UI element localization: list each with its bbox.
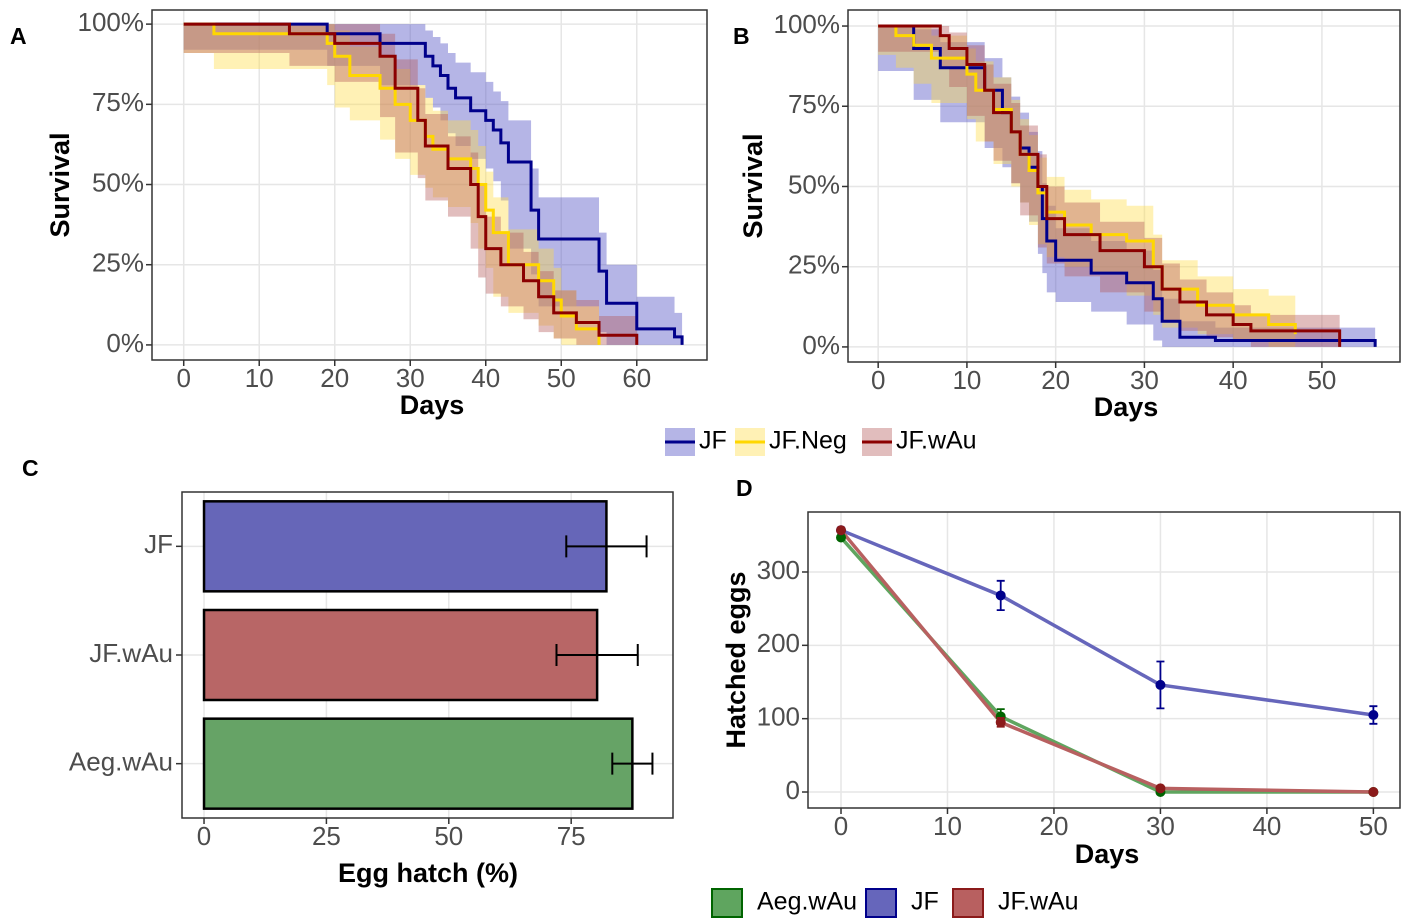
survival-curve <box>878 24 1297 335</box>
bar <box>202 608 599 702</box>
x-tick-label: 0 <box>871 365 885 395</box>
y-tick-label: Aeg.wAu <box>69 747 173 777</box>
y-tick-label: 100 <box>757 702 800 732</box>
y-tick-label: 50% <box>92 167 144 197</box>
x-tick-label: 40 <box>471 363 500 393</box>
survival-curve <box>183 22 639 345</box>
x-tick-label: 30 <box>1146 811 1175 841</box>
x-tick-label: 50 <box>1359 811 1388 841</box>
panel-label: C <box>22 455 39 481</box>
x-tick-label: 50 <box>434 821 463 851</box>
y-tick-label: 50% <box>788 169 840 199</box>
point <box>836 525 847 536</box>
error-bar <box>565 535 648 558</box>
y-tick-label: 200 <box>757 628 800 658</box>
y-tick-label: 75% <box>92 87 144 117</box>
x-tick-label: 0 <box>197 821 211 851</box>
x-tick-label: 50 <box>547 363 576 393</box>
point <box>995 590 1006 601</box>
x-tick-label: 20 <box>1041 365 1070 395</box>
legend-swatch <box>711 888 743 918</box>
x-tick-label: 30 <box>1130 365 1159 395</box>
plot-border <box>151 9 708 361</box>
y-tick-label: 75% <box>788 89 840 119</box>
y-tick-label: 100% <box>774 9 841 39</box>
y-tick-label: 0 <box>786 775 800 805</box>
y-tick-label: 0% <box>802 330 840 360</box>
y-tick-label: 300 <box>757 555 800 585</box>
point <box>1368 710 1379 721</box>
legend-swatch <box>952 888 984 918</box>
x-tick-label: 10 <box>952 365 981 395</box>
plot-border <box>181 491 674 819</box>
y-tick-label: 25% <box>788 250 840 280</box>
x-axis-title: Egg hatch (%) <box>338 858 518 888</box>
x-tick-label: 25 <box>312 821 341 851</box>
y-tick-label: 0% <box>106 328 144 358</box>
x-tick-label: 30 <box>396 363 425 393</box>
survival-curve <box>878 24 1342 347</box>
legend-label: JF.wAu <box>998 888 1079 916</box>
legend-label: Aeg.wAu <box>757 888 857 916</box>
legend-label: JF <box>699 427 727 455</box>
point <box>836 532 847 543</box>
x-axis-title: Days <box>1094 392 1159 422</box>
x-tick-label: 75 <box>557 821 586 851</box>
legend-label: JF.Neg <box>769 427 847 455</box>
x-tick-label: 20 <box>1039 811 1068 841</box>
y-tick-label: 100% <box>78 7 145 37</box>
legend-swatch <box>865 888 897 918</box>
line <box>839 529 1374 794</box>
point <box>1368 787 1379 798</box>
plot-border <box>807 511 1401 809</box>
legend-label: JF.wAu <box>896 427 977 455</box>
error-bar <box>611 752 654 775</box>
plot-border <box>847 9 1401 363</box>
y-tick-label: JF <box>144 529 173 559</box>
y-axis-title: Survival <box>738 133 768 238</box>
point <box>1155 679 1166 690</box>
plot-background <box>808 512 1400 808</box>
confidence-band <box>183 24 683 345</box>
survival-curve <box>183 22 684 345</box>
confidence-band <box>878 26 1296 347</box>
x-axis-title: Days <box>400 390 465 420</box>
x-tick-label: 40 <box>1252 811 1281 841</box>
error-bar <box>555 644 639 666</box>
point <box>995 717 1006 728</box>
panel-label: B <box>733 23 750 49</box>
point <box>1155 783 1166 794</box>
x-tick-label: 40 <box>1219 365 1248 395</box>
x-tick-label: 60 <box>622 363 651 393</box>
line <box>840 528 1374 717</box>
y-axis-title: Survival <box>45 132 75 237</box>
y-tick-label: 25% <box>92 248 144 278</box>
bar <box>202 717 634 810</box>
confidence-band <box>183 24 600 345</box>
x-tick-label: 0 <box>834 811 848 841</box>
x-tick-label: 10 <box>933 811 962 841</box>
y-tick-label: JF.wAu <box>89 638 173 668</box>
legend-label: JF <box>911 888 939 916</box>
x-tick-label: 50 <box>1307 365 1336 395</box>
x-axis-title: Days <box>1075 839 1140 869</box>
x-tick-label: 0 <box>176 363 190 393</box>
panel-label: D <box>736 475 753 501</box>
y-axis-title: Hatched eggs <box>721 571 751 748</box>
bar <box>202 500 608 593</box>
x-tick-label: 10 <box>245 363 274 393</box>
x-tick-label: 20 <box>320 363 349 393</box>
panel-label: A <box>10 23 27 49</box>
